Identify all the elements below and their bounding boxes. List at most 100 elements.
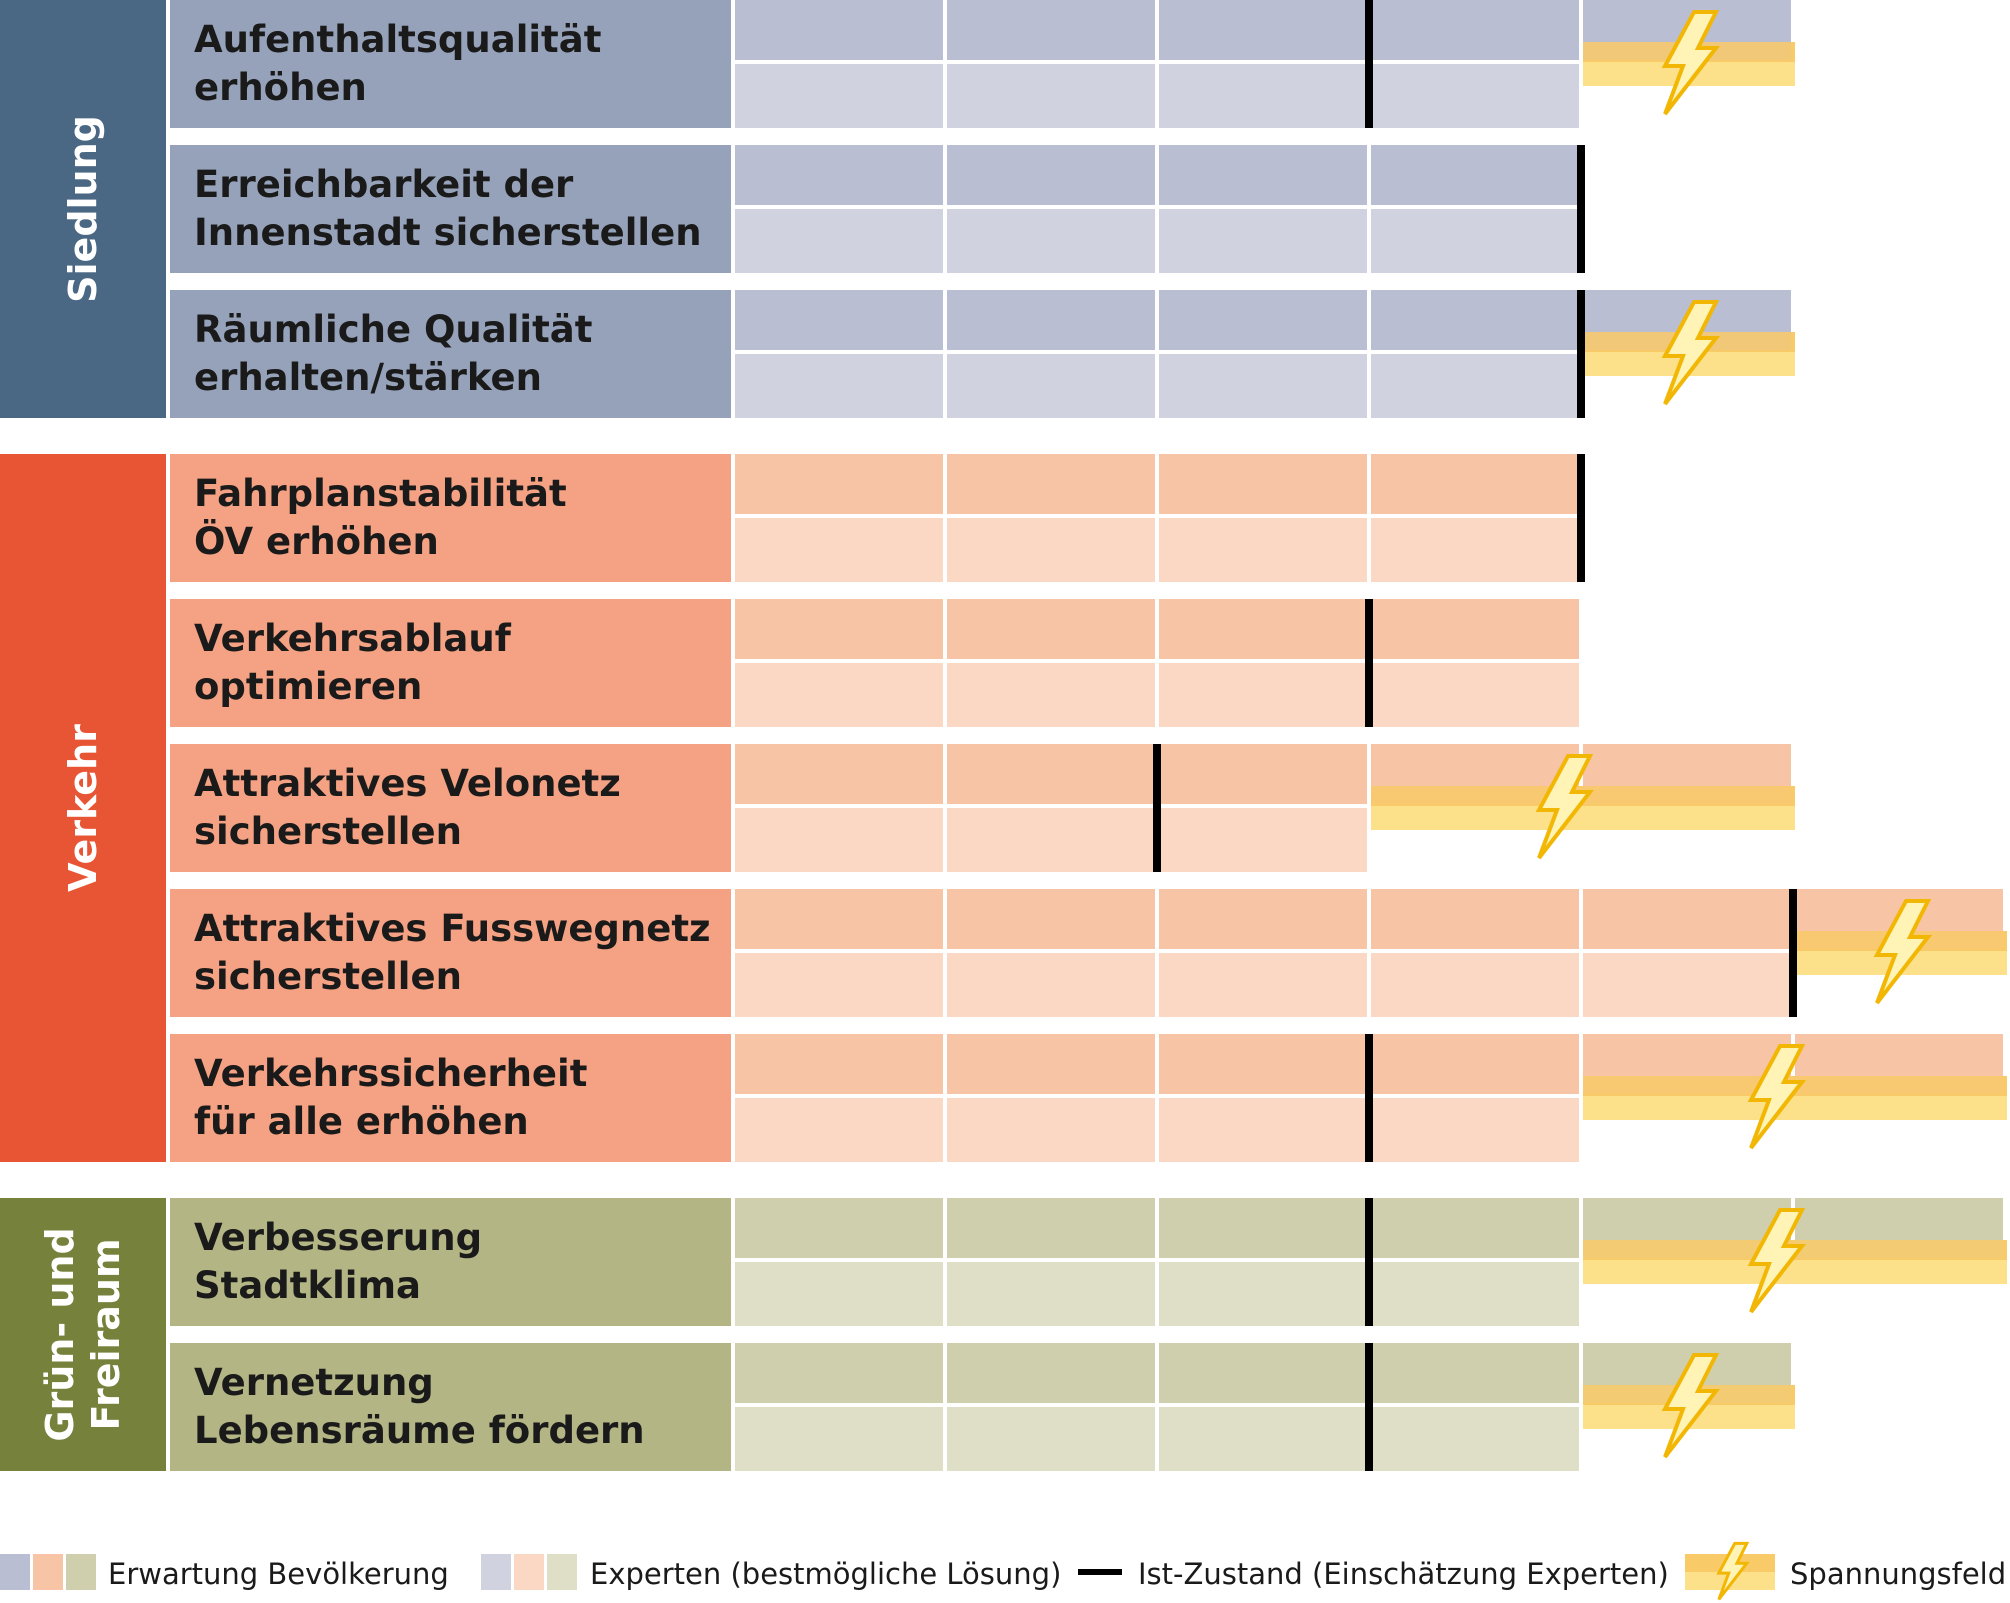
row-label-line: Attraktives Fusswegnetz [194, 907, 711, 950]
row-label-panel [170, 454, 731, 582]
current-state-marker [1365, 1034, 1373, 1162]
expectation-cell [1159, 1198, 1367, 1258]
expectation-cell [735, 0, 943, 60]
expectation-cell [947, 744, 1155, 804]
expert-cell [1371, 1407, 1579, 1471]
current-state-marker [1789, 889, 1797, 1017]
expert-cell [735, 518, 943, 582]
expectation-cell [1159, 0, 1367, 60]
expert-cell [1159, 1262, 1367, 1326]
row-label-line: Erreichbarkeit der [194, 163, 574, 206]
lightning-icon [1747, 1044, 1807, 1150]
tension-band [1583, 1096, 2007, 1120]
expectation-cell [947, 1343, 1155, 1403]
category-label: Verkehr [61, 724, 105, 892]
expectation-cell [735, 1034, 943, 1094]
expectation-cell [1159, 145, 1367, 205]
expectation-cell [1371, 1034, 1579, 1094]
lightning-icon [1661, 300, 1721, 406]
expert-cell [735, 354, 943, 418]
row-label-line: Innenstadt sicherstellen [194, 211, 702, 254]
row-label-line: Vernetzung [194, 1361, 434, 1404]
row-label-line: Attraktives Velonetz [194, 762, 621, 805]
expectation-cell [1371, 599, 1579, 659]
tension-band [1583, 1260, 2007, 1284]
expectation-cell [1159, 1034, 1367, 1094]
expectation-cell [735, 1198, 943, 1258]
expert-cell [947, 518, 1155, 582]
expectation-cell [735, 744, 943, 804]
expert-cell [1159, 953, 1367, 1017]
expectation-cell [735, 290, 943, 350]
legend-swatch-expectation [66, 1554, 96, 1590]
row-label-panel [170, 1198, 731, 1326]
category-block [0, 454, 166, 1162]
expectation-cell [1371, 1198, 1579, 1258]
expert-cell [1371, 663, 1579, 727]
tension-band [1371, 806, 1795, 830]
expectation-cell [735, 145, 943, 205]
current-state-marker [1577, 145, 1585, 273]
expert-cell [947, 1262, 1155, 1326]
expert-cell [735, 209, 943, 273]
legend-swatch-expert [547, 1554, 577, 1590]
expectation-cell [1583, 889, 1791, 949]
current-state-marker [1365, 0, 1373, 128]
expert-cell [947, 1407, 1155, 1471]
expectation-cell [735, 889, 943, 949]
legend-label-expectation: Erwartung Bevölkerung [108, 1557, 449, 1591]
current-state-marker [1365, 599, 1373, 727]
row-label-line: Räumliche Qualität [194, 308, 592, 351]
row-label: Attraktives Velonetz sicherstellen [194, 762, 621, 853]
expert-cell [735, 1098, 943, 1162]
row-label-line: Verkehrssicherheit [194, 1052, 587, 1095]
expectation-cell [1371, 145, 1579, 205]
row-label-line: Verbesserung [194, 1216, 482, 1259]
expert-cell [1371, 1098, 1579, 1162]
current-state-marker [1153, 744, 1161, 872]
lightning-icon [1535, 754, 1595, 860]
expectation-cell [947, 1198, 1155, 1258]
expert-cell [735, 1407, 943, 1471]
expectation-cell [947, 599, 1155, 659]
expert-cell [1159, 209, 1367, 273]
expert-cell [947, 354, 1155, 418]
row-label-panel [170, 1034, 731, 1162]
row-label-line: für alle erhöhen [194, 1100, 529, 1143]
expert-cell [947, 663, 1155, 727]
expert-cell [735, 808, 943, 872]
category-label-line: Verkehr [61, 724, 105, 892]
row-label-line: erhalten/stärken [194, 356, 542, 399]
expectation-cell [1159, 454, 1367, 514]
expert-cell [1371, 209, 1579, 273]
row-label: Erreichbarkeit der Innenstadt sicherstell… [194, 163, 702, 254]
expectation-cell [947, 889, 1155, 949]
legend-label-current: Ist-Zustand (Einschätzung Experten) [1138, 1557, 1669, 1591]
expectation-cell [947, 454, 1155, 514]
expert-cell [735, 1262, 943, 1326]
row-label-panel [170, 0, 731, 128]
row-label-panel [170, 1343, 731, 1471]
current-state-marker [1365, 1198, 1373, 1326]
expert-cell [947, 64, 1155, 128]
category-label-line: Freiraum [84, 1238, 128, 1430]
expert-cell [1159, 1098, 1367, 1162]
expectation-cell [947, 145, 1155, 205]
row-label: Verkehrsablauf optimieren [194, 617, 512, 708]
expert-cell [1371, 64, 1579, 128]
row-label-panel [170, 290, 731, 418]
expert-cell [1371, 1262, 1579, 1326]
row-label-line: Verkehrsablauf [194, 617, 512, 660]
category-label: Siedlung [61, 115, 105, 303]
current-state-marker [1365, 1343, 1373, 1471]
lightning-icon [1747, 1208, 1807, 1314]
expectation-cell [1371, 290, 1579, 350]
expectation-cell [735, 454, 943, 514]
row-label: Attraktives Fusswegnetz sicherstellen [194, 907, 711, 998]
row-label-line: ÖV erhöhen [194, 519, 439, 563]
row-label: Verbesserung Stadtklima [194, 1216, 482, 1307]
current-state-marker [1577, 290, 1585, 418]
current-state-marker [1577, 454, 1585, 582]
expectation-cell [947, 290, 1155, 350]
